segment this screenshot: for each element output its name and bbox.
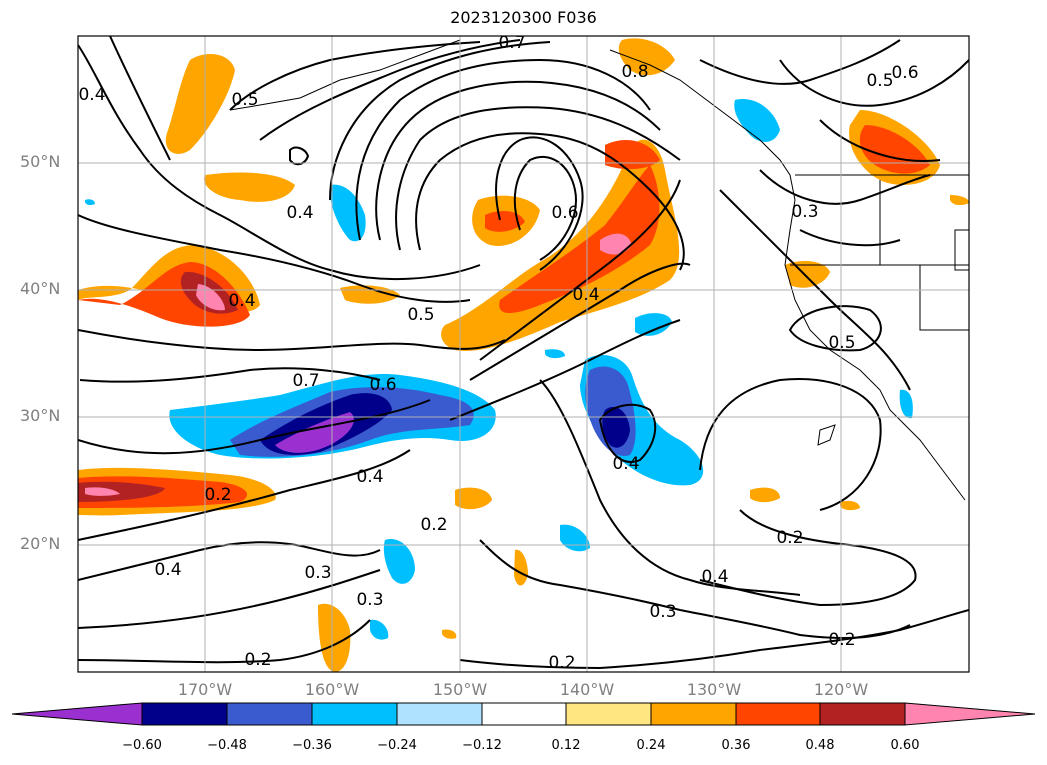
contour-label: 0.4 (701, 567, 728, 587)
lat-label: 50°N (20, 152, 61, 171)
contour-label: 0.6 (551, 203, 578, 223)
lon-label: 160°W (304, 680, 360, 699)
colorbar (11, 702, 1036, 726)
map-frame (77, 35, 970, 673)
colorbar-tick-label: −0.12 (462, 738, 502, 753)
contour-label: 0.5 (407, 305, 434, 325)
colorbar-tick-label: −0.60 (122, 738, 162, 753)
colorbar-tick-label: 0.36 (721, 738, 751, 753)
contour-label: 0.5 (828, 333, 855, 353)
contour-label: 0.7 (292, 371, 319, 391)
contour-label: 0.4 (572, 285, 599, 305)
contour-label: 0.5 (866, 71, 893, 91)
contour-label: 0.5 (231, 90, 258, 110)
contour-label: 0.7 (498, 33, 525, 53)
contour-label: 0.4 (154, 560, 181, 580)
lon-label: 150°W (432, 680, 488, 699)
contour-label: 0.8 (621, 62, 648, 82)
contour-label: 0.3 (304, 563, 331, 583)
contour-label: 0.2 (548, 653, 575, 673)
lon-label: 120°W (813, 680, 869, 699)
coastlines (229, 39, 969, 501)
shaded-fields (78, 36, 969, 672)
colorbar-tick-label: −0.48 (207, 738, 247, 753)
map-title: 2023120300 F036 (450, 8, 597, 27)
lon-label: 140°W (559, 680, 615, 699)
colorbar-tick-label: −0.24 (377, 738, 417, 753)
contour-label: 0.2 (204, 485, 231, 505)
gridlines (78, 36, 969, 672)
contour-labels: 0.7 0.8 0.5 0.4 0.6 0.5 0.3 0.4 0.4 0.6 … (78, 33, 918, 673)
contour-label: 0.4 (612, 454, 639, 474)
contour-label: 0.4 (356, 467, 383, 487)
contours (78, 36, 969, 670)
contour-label: 0.2 (776, 528, 803, 548)
colorbar-tick-label: 0.48 (805, 738, 835, 753)
colorbar-extend-min (11, 702, 143, 726)
colorbar-tick-label: 0.60 (890, 738, 920, 753)
contour-label: 0.2 (420, 515, 447, 535)
contour-label: 0.3 (791, 202, 818, 222)
colorbar-tick-label: −0.36 (292, 738, 332, 753)
colorbar-extend-max (904, 702, 1036, 726)
lat-label: 30°N (20, 406, 61, 425)
lon-label: 170°W (177, 680, 233, 699)
colorbar-tick-label: 0.24 (636, 738, 666, 753)
contour-label: 0.2 (828, 630, 855, 650)
contour-label: 0.4 (78, 85, 105, 105)
contour-label: 0.6 (369, 375, 396, 395)
colorbar-tick-label: 0.12 (551, 738, 581, 753)
contour-label: 0.3 (356, 590, 383, 610)
contour-label: 0.4 (228, 291, 255, 311)
contour-label: 0.2 (244, 650, 271, 670)
contour-label: 0.3 (649, 602, 676, 622)
lon-label: 130°W (686, 680, 742, 699)
lat-label: 40°N (20, 279, 61, 298)
contour-label: 0.4 (286, 203, 313, 223)
lat-label: 20°N (20, 534, 61, 553)
contour-label: 0.6 (891, 63, 918, 83)
